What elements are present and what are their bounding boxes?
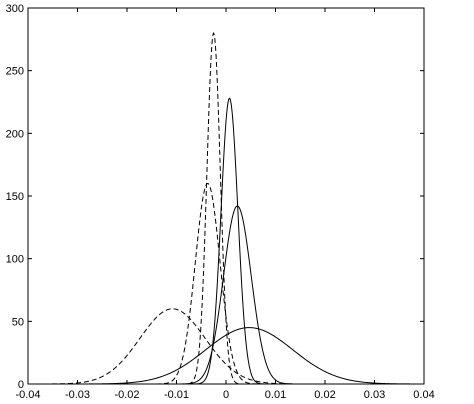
x-tick-label: -0.01 [164, 389, 189, 401]
y-tick-label: 200 [6, 128, 24, 140]
tick-label-group: -0.04 -0.03 -0.02 -0.01 0 0.01 0.02 0.03 0.04 0 50… [6, 3, 435, 401]
x-tick-label: 0 [223, 389, 229, 401]
x-tick-label: -0.03 [65, 389, 90, 401]
y-tick-label: 100 [6, 254, 24, 266]
y-tick-label: 250 [6, 66, 24, 78]
x-tick-label: 0.03 [364, 389, 385, 401]
dashed-density-curve-3 [28, 308, 424, 385]
y-tick-label: 50 [12, 316, 24, 328]
x-tick-label: 0.01 [265, 389, 286, 401]
y-tick-label: 150 [6, 191, 24, 203]
x-tick-label: 0.02 [314, 389, 335, 401]
y-tick-label: 0 [18, 379, 24, 391]
x-tick-label: 0.04 [413, 389, 434, 401]
solid-density-curve-6 [28, 327, 424, 385]
x-tick-label: -0.02 [114, 389, 139, 401]
x-tick-label: -0.04 [15, 389, 40, 401]
y-tick-label: 300 [6, 3, 24, 15]
series-group [28, 32, 424, 385]
